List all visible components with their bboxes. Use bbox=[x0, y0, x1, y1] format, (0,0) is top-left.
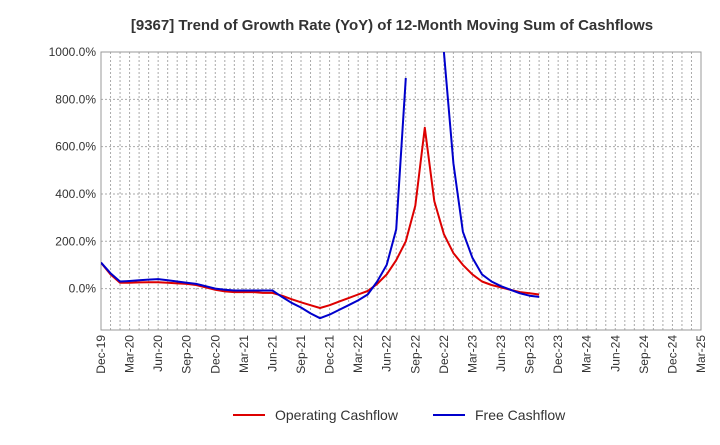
y-tick-label: 200.0% bbox=[55, 234, 96, 248]
x-tick-label: Dec-24 bbox=[665, 335, 679, 374]
x-tick-label: Dec-23 bbox=[551, 335, 565, 374]
y-tick-label: 600.0% bbox=[55, 140, 96, 154]
series-line-free-cashflow bbox=[442, 52, 540, 298]
x-tick-label: Mar-25 bbox=[694, 335, 708, 373]
x-tick-label: Mar-22 bbox=[351, 335, 365, 373]
plot-frame bbox=[100, 51, 702, 331]
x-tick-label: Dec-20 bbox=[208, 335, 222, 374]
series-line-free-cashflow bbox=[101, 77, 407, 320]
y-tick-label: 400.0% bbox=[55, 187, 96, 201]
series-group bbox=[101, 52, 540, 320]
legend: Operating Cashflow Free Cashflow bbox=[233, 407, 566, 423]
x-tick-label: Sep-21 bbox=[294, 335, 308, 374]
x-tick-label: Sep-22 bbox=[408, 335, 422, 374]
x-tick-label: Dec-21 bbox=[323, 335, 337, 374]
y-tick-label: 1000.0% bbox=[49, 45, 97, 59]
x-tick-label: Dec-22 bbox=[437, 335, 451, 374]
grid bbox=[101, 52, 701, 330]
x-axis: Dec-19 Mar-20 Jun-20 Sep-20 Dec-20 Mar-21 Jun-… bbox=[94, 335, 708, 374]
series-line-operating-cashflow bbox=[101, 126, 540, 309]
x-tick-label: Jun-21 bbox=[265, 335, 279, 372]
x-tick-label: Sep-24 bbox=[637, 335, 651, 374]
legend-label-free-cashflow: Free Cashflow bbox=[475, 407, 566, 423]
x-tick-label: Mar-21 bbox=[237, 335, 251, 373]
x-tick-label: Sep-23 bbox=[523, 335, 537, 374]
x-tick-label: Sep-20 bbox=[180, 335, 194, 374]
chart-title: [9367] Trend of Growth Rate (YoY) of 12-… bbox=[131, 17, 653, 34]
y-tick-label: 0.0% bbox=[69, 282, 97, 296]
x-tick-label: Mar-20 bbox=[123, 335, 137, 373]
y-axis: 1000.0% 800.0% 600.0% 400.0% 200.0% 0.0% bbox=[49, 45, 97, 296]
x-tick-label: Jun-24 bbox=[608, 335, 622, 372]
x-tick-label: Dec-19 bbox=[94, 335, 108, 374]
x-tick-label: Jun-22 bbox=[380, 335, 394, 372]
x-tick-label: Mar-23 bbox=[465, 335, 479, 373]
x-tick-label: Jun-23 bbox=[494, 335, 508, 372]
y-tick-label: 800.0% bbox=[55, 92, 96, 106]
legend-label-operating-cashflow: Operating Cashflow bbox=[275, 407, 399, 423]
x-tick-label: Mar-24 bbox=[580, 335, 594, 373]
x-tick-label: Jun-20 bbox=[151, 335, 165, 372]
